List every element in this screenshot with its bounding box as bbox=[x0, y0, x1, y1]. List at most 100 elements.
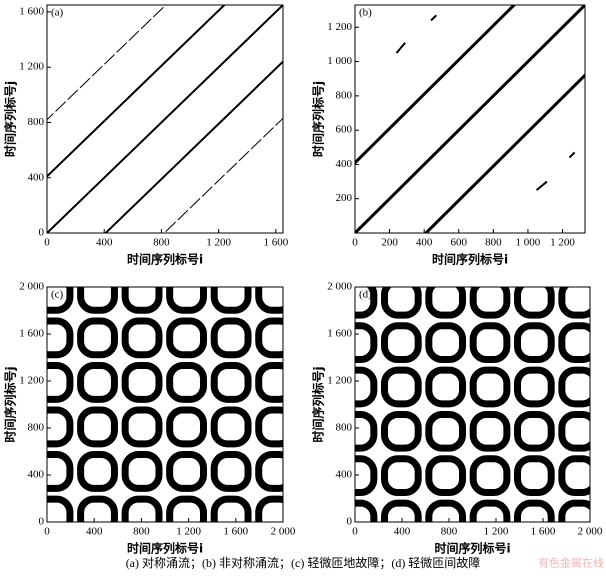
x-tick-label: 400 bbox=[96, 237, 113, 249]
panel-label: (d) bbox=[359, 289, 372, 301]
x-tick-label: 800 bbox=[133, 526, 150, 538]
recurrence-cell bbox=[77, 451, 118, 492]
x-tick-label: 800 bbox=[153, 237, 170, 249]
watermark: 有色金属在线 bbox=[538, 556, 604, 570]
recurrence-cell bbox=[380, 410, 422, 452]
recurrence-cell bbox=[558, 322, 590, 363]
recurrence-cell bbox=[296, 281, 330, 315]
recurrence-cell bbox=[355, 410, 378, 452]
recurrence-fragment bbox=[395, 42, 406, 54]
recurrence-cell bbox=[469, 322, 511, 363]
recurrence-cell bbox=[47, 406, 74, 448]
recurrence-cell bbox=[255, 361, 283, 403]
y-tick-label: 0 bbox=[39, 516, 45, 528]
recurrence-cell bbox=[166, 361, 208, 403]
recurrence-cell bbox=[47, 317, 74, 359]
recurrence-cell bbox=[558, 410, 590, 452]
recurrence-cell bbox=[469, 366, 511, 408]
recurrence-pattern bbox=[0, 287, 337, 576]
recurrence-cell bbox=[255, 495, 283, 522]
x-tick-label: 400 bbox=[416, 237, 433, 249]
recurrence-cell bbox=[121, 287, 163, 314]
recurrence-cell bbox=[121, 495, 163, 522]
y-tick-label: 2 000 bbox=[19, 281, 44, 293]
recurrence-cell bbox=[166, 451, 208, 492]
panel-label: (b) bbox=[359, 7, 372, 19]
plot-frame bbox=[46, 286, 284, 523]
recurrence-cell bbox=[303, 499, 337, 533]
recurrence-cell bbox=[380, 499, 422, 522]
x-tick-label: 0 bbox=[44, 526, 50, 538]
recurrence-cell bbox=[425, 322, 467, 363]
recurrence-cell bbox=[355, 287, 378, 319]
recurrence-fragment bbox=[535, 180, 548, 191]
x-tick-label: 1 200 bbox=[176, 526, 201, 538]
recurrence-cell bbox=[47, 495, 74, 522]
recurrence-cell bbox=[210, 317, 252, 359]
x-tick-label: 2 000 bbox=[271, 526, 296, 538]
x-tick-label: 1 200 bbox=[484, 526, 509, 538]
recurrence-cell bbox=[514, 410, 555, 452]
x-tick-label: 0 bbox=[352, 237, 358, 249]
recurrence-cell bbox=[255, 287, 283, 314]
y-tick-label: 1 600 bbox=[19, 5, 44, 17]
x-tick-label: 400 bbox=[394, 526, 411, 538]
y-tick-label: 800 bbox=[28, 422, 45, 434]
recurrence-cell bbox=[255, 406, 283, 448]
recurrence-cell bbox=[425, 455, 467, 497]
plot-frame bbox=[354, 4, 586, 234]
y-tick-label: 1 200 bbox=[19, 375, 44, 387]
recurrence-cell bbox=[77, 287, 118, 314]
recurrence-cell bbox=[166, 406, 208, 448]
recurrence-line bbox=[104, 60, 283, 233]
recurrence-line bbox=[47, 5, 283, 233]
recurrence-cell bbox=[425, 287, 467, 319]
x-axis-label: 时间序列标号i bbox=[127, 541, 203, 556]
y-tick-label: 0 bbox=[39, 227, 45, 239]
y-tick-label: 0 bbox=[347, 516, 353, 528]
recurrence-cell bbox=[166, 317, 208, 359]
recurrence-cell bbox=[121, 406, 163, 448]
recurrence-cell bbox=[514, 287, 555, 319]
x-axis-label: 时间序列标号i bbox=[127, 252, 203, 267]
recurrence-cell bbox=[0, 499, 25, 533]
panel-label: (c) bbox=[51, 289, 64, 301]
x-tick-label: 200 bbox=[381, 237, 398, 249]
recurrence-cell bbox=[380, 322, 422, 363]
y-tick-label: 1 200 bbox=[19, 61, 44, 73]
recurrence-cell bbox=[558, 287, 590, 319]
x-tick-label: 1 000 bbox=[516, 237, 541, 249]
recurrence-cell bbox=[47, 451, 74, 492]
x-tick-label: 1 600 bbox=[531, 526, 556, 538]
recurrence-cell bbox=[77, 495, 118, 522]
y-tick-label: 800 bbox=[336, 89, 353, 101]
recurrence-cell bbox=[355, 322, 378, 363]
x-tick-label: 1 200 bbox=[206, 237, 231, 249]
recurrence-cell bbox=[469, 455, 511, 497]
recurrence-cell bbox=[296, 326, 330, 360]
recurrence-cell bbox=[303, 455, 337, 489]
recurrence-cell bbox=[121, 317, 163, 359]
y-tick-label: 1 000 bbox=[327, 55, 352, 67]
recurrence-cell bbox=[47, 361, 74, 403]
recurrence-cell bbox=[296, 459, 330, 493]
recurrence-cell bbox=[296, 503, 330, 537]
recurrence-line bbox=[47, 5, 226, 178]
y-axis-label: 时间序列标号j bbox=[3, 366, 18, 442]
recurrence-cell bbox=[255, 451, 283, 492]
recurrence-cell bbox=[47, 287, 74, 314]
recurrence-cell bbox=[121, 451, 163, 492]
y-tick-label: 600 bbox=[336, 124, 353, 136]
recurrence-cell bbox=[514, 322, 555, 363]
recurrence-fragment bbox=[430, 14, 437, 22]
plot-area bbox=[47, 5, 283, 233]
recurrence-line bbox=[355, 5, 585, 233]
y-tick-label: 400 bbox=[336, 158, 353, 170]
recurrence-cell bbox=[0, 544, 25, 576]
recurrence-line bbox=[423, 73, 585, 233]
recurrence-cell bbox=[380, 366, 422, 408]
recurrence-cell bbox=[469, 499, 511, 522]
x-tick-label: 1 200 bbox=[550, 237, 575, 249]
recurrence-cell bbox=[210, 495, 252, 522]
